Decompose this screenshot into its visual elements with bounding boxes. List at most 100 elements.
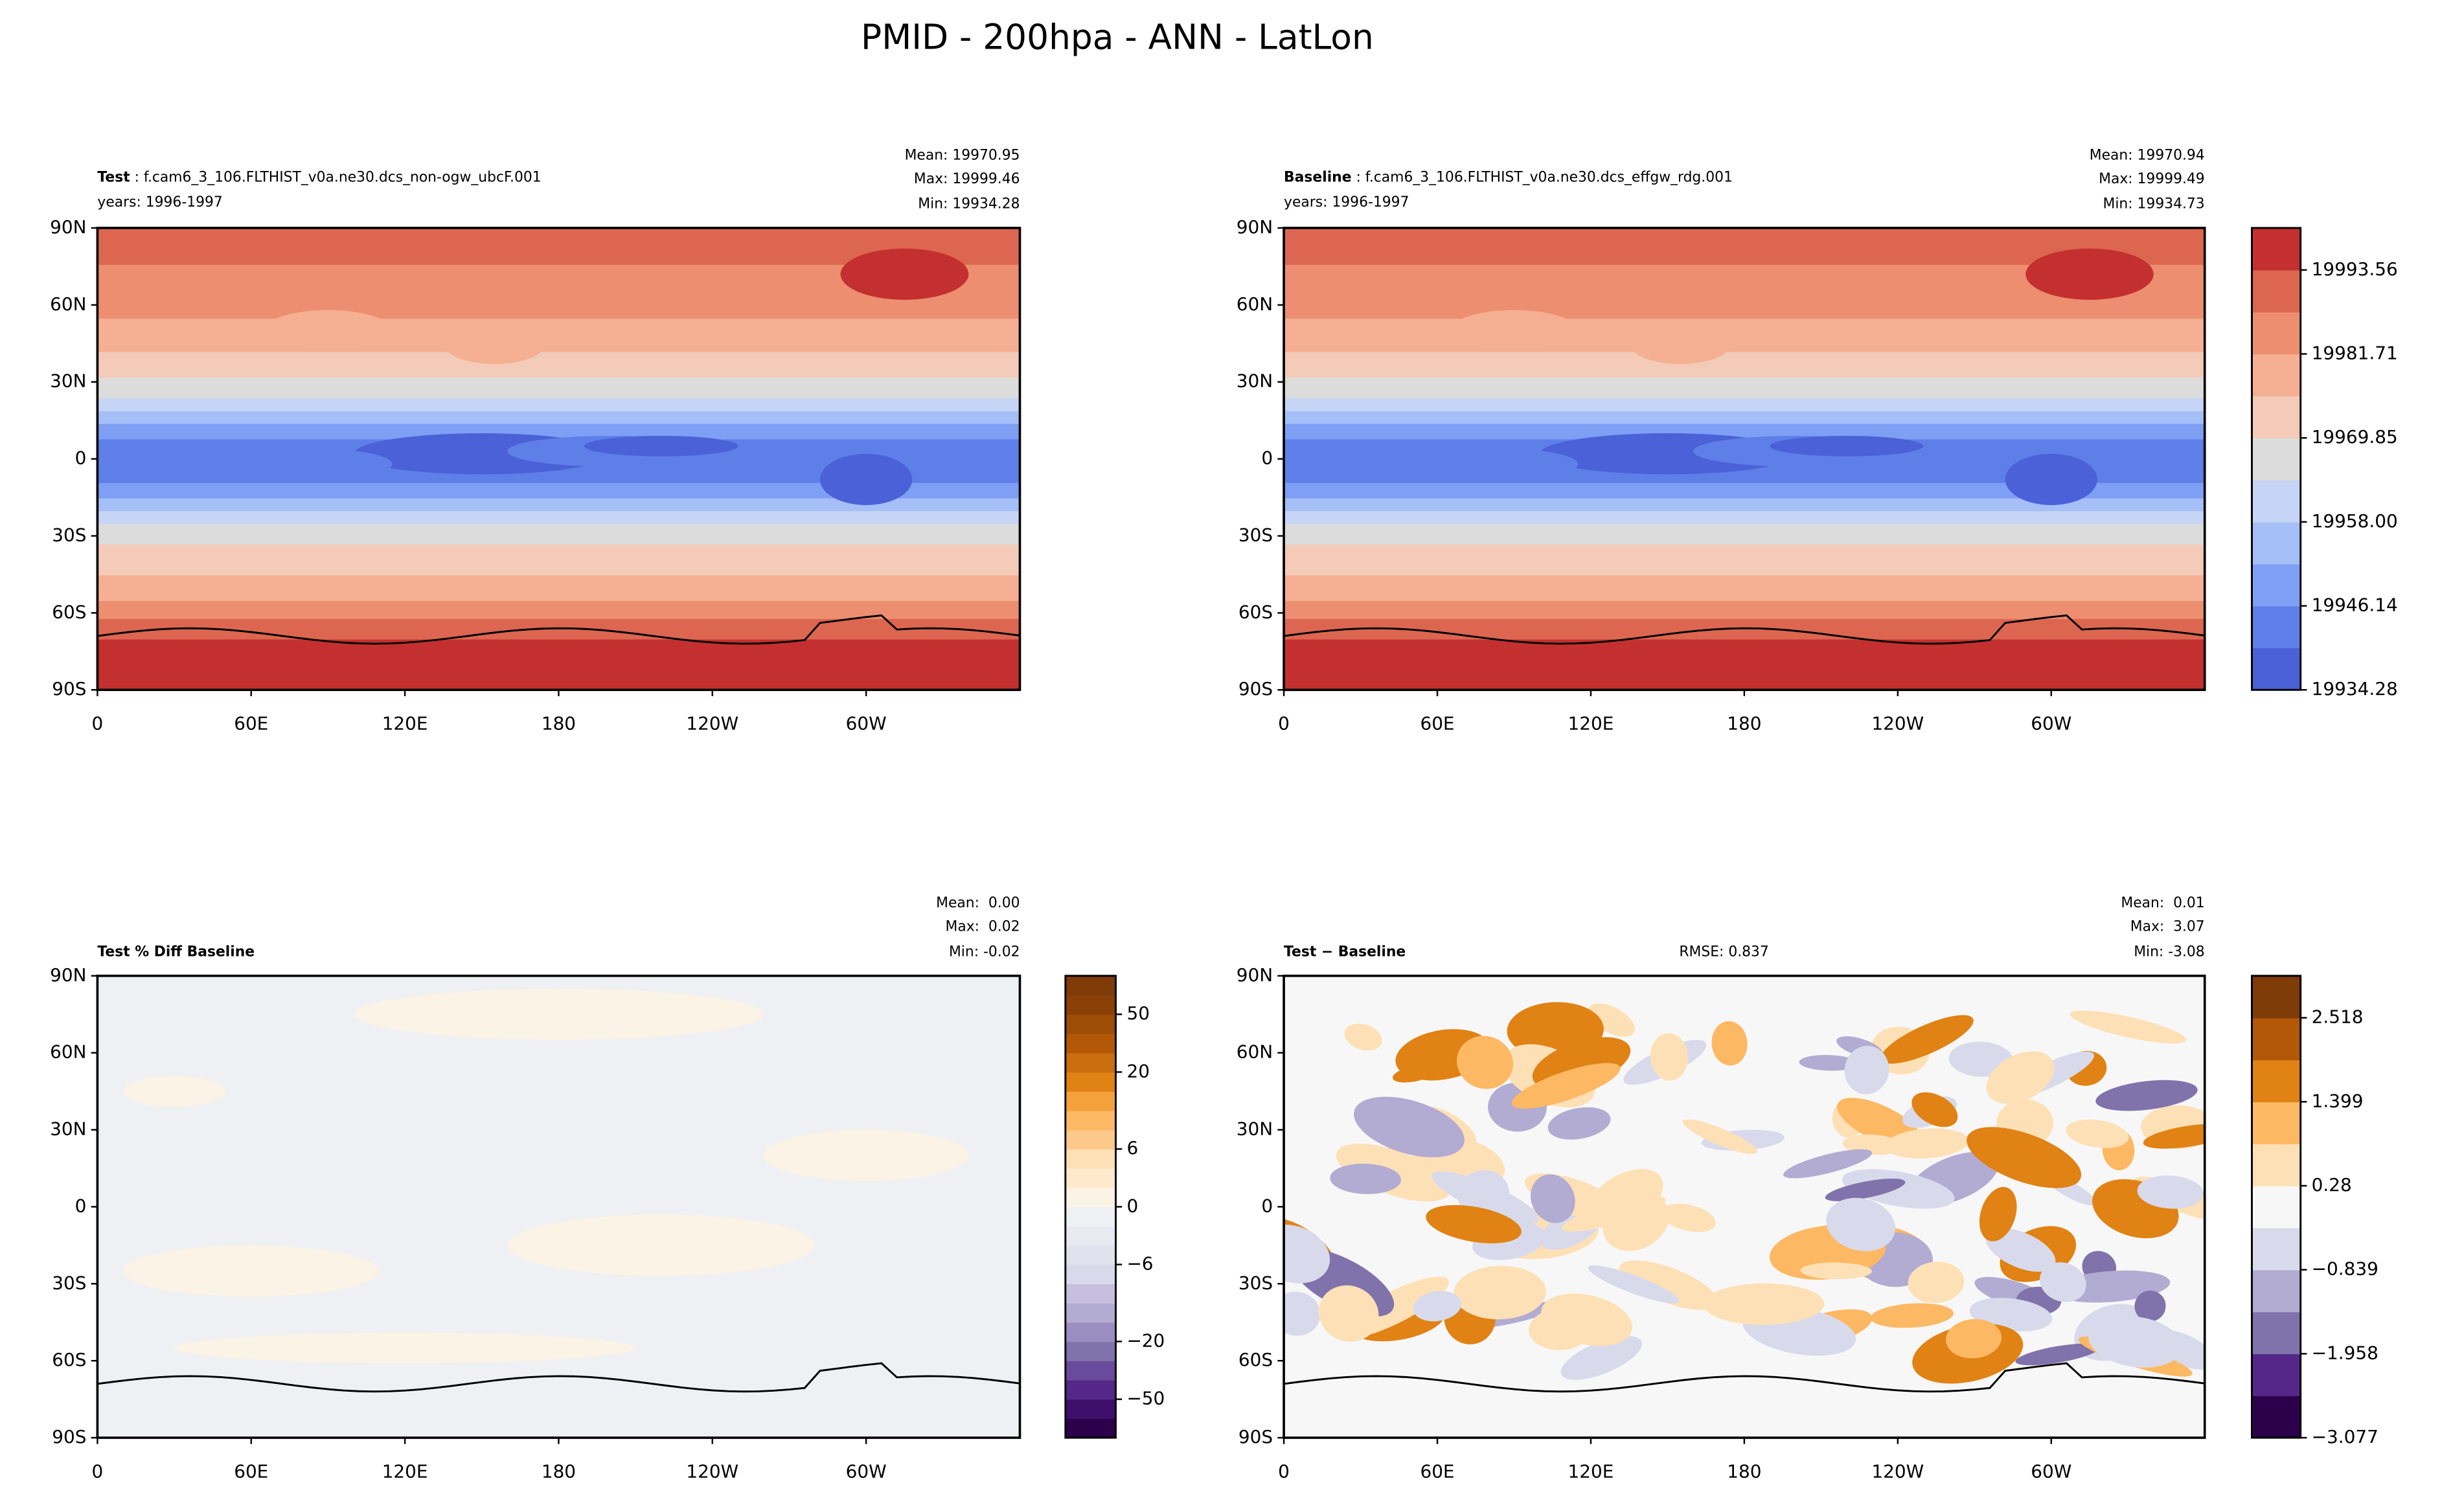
- contour-fill: [97, 323, 1020, 327]
- contour-fill: [1284, 317, 2205, 322]
- colorbar-band: [1065, 1399, 1116, 1420]
- contour-fill: [97, 576, 1020, 581]
- contour-fill: [97, 646, 1020, 650]
- colorbar-band: [2252, 1311, 2301, 1355]
- contour-fill: [1284, 425, 2205, 429]
- contour-fill: [97, 366, 1020, 370]
- contour-fill: [97, 687, 1020, 690]
- contour-fill: [1284, 564, 2205, 568]
- contour-fill: [1284, 253, 2205, 258]
- contour-fill: [1284, 271, 2205, 275]
- contour-fill: [1284, 232, 2205, 237]
- contour-fill: [97, 551, 1020, 555]
- contour-fill: [1800, 1262, 1872, 1280]
- contour-fill: [1870, 1303, 1954, 1328]
- colorbar-band: [1065, 1361, 1116, 1381]
- contour-fill: [97, 292, 1020, 296]
- contour-fill: [97, 469, 1020, 473]
- y-tick-label: 30S: [52, 1272, 86, 1293]
- y-tick-label: 60N: [50, 1041, 86, 1063]
- contour-fill: [97, 525, 1020, 530]
- colorbar-tick-label: 0.28: [2312, 1174, 2352, 1195]
- panel-label: Test : f.cam6_3_106.FLTHIST_v0a.ne30.dcs…: [97, 169, 541, 185]
- contour-fill: [1619, 1260, 1718, 1310]
- contour-fill: [1284, 679, 2205, 683]
- contour-fill: [97, 389, 1020, 394]
- figure-title: PMID - 200hpa - ANN - LatLon: [861, 17, 1374, 58]
- contour-fill: [97, 482, 1020, 486]
- contour-fill: [97, 284, 1020, 288]
- contour-fill: [2025, 248, 2154, 300]
- contour-fill: [1284, 669, 2205, 673]
- contour-fill: [97, 636, 1020, 640]
- contour-fill: [1284, 656, 2205, 661]
- coastline: [1284, 1362, 2205, 1393]
- contour-fill: [1284, 400, 2205, 403]
- contour-fill: [1284, 659, 2205, 663]
- contour-fill: [507, 1214, 816, 1276]
- contour-fill: [97, 569, 1020, 573]
- contour-fill: [1799, 1055, 1858, 1071]
- contour-fill: [1284, 567, 2205, 571]
- contour-fill: [97, 402, 1020, 406]
- contour-fill: [1284, 359, 2205, 363]
- panel-label: Baseline : f.cam6_3_106.FLTHIST_v0a.ne30…: [1284, 169, 1733, 185]
- contour-fill: [1284, 666, 2205, 671]
- contour-fill: [97, 631, 1020, 635]
- contour-fill: [238, 448, 393, 480]
- colorbar-band: [2252, 1059, 2301, 1103]
- contour-fill: [97, 277, 1020, 280]
- contour-fill: [1880, 1015, 1974, 1064]
- contour-fill: [97, 361, 1020, 365]
- colorbar-band: [2252, 648, 2301, 690]
- contour-fill: [1284, 343, 2205, 347]
- case-name: : f.cam6_3_106.FLTHIST_v0a.ne30.dcs_non-…: [130, 169, 542, 185]
- contour-fill: [1284, 269, 2205, 273]
- y-tick-label: 30S: [52, 524, 86, 545]
- map-field: [1284, 975, 2205, 1438]
- contour-fill: [97, 304, 1020, 309]
- contour-fill: [97, 328, 1020, 332]
- colorbar-band: [2252, 480, 2301, 523]
- colorbar-band: [1065, 1091, 1116, 1111]
- contour-fill: [1344, 1023, 1382, 1051]
- contour-fill: [1284, 520, 2205, 525]
- panel-label: Test − Baseline: [1284, 944, 1406, 960]
- contour-fill: [97, 628, 1020, 632]
- contour-fill: [97, 620, 1020, 624]
- contour-fill: [97, 338, 1020, 342]
- contour-fill: [97, 397, 1020, 401]
- contour-fill: [443, 323, 546, 365]
- x-tick-label: 120W: [686, 713, 738, 734]
- contour-fill: [1284, 638, 2205, 642]
- contour-fill: [1284, 312, 2205, 317]
- contour-fill: [97, 381, 1020, 386]
- contour-fill: [1284, 354, 2205, 357]
- contour-fill: [97, 400, 1020, 403]
- contour-fill: [1284, 685, 2205, 688]
- colorbar-tick-label: 19958.00: [2312, 510, 2398, 532]
- colorbar-tick-label: 20: [1126, 1060, 1149, 1082]
- colorbar-tick-label: 2.518: [2312, 1006, 2364, 1028]
- x-tick-label: 60W: [846, 713, 887, 734]
- contour-fill: [1703, 1283, 1825, 1325]
- colorbar-band: [1065, 1226, 1116, 1246]
- x-tick-label: 180: [542, 713, 576, 734]
- contour-fill: [1284, 297, 2205, 301]
- contour-fill: [1284, 648, 2205, 653]
- coastline: [97, 614, 1020, 645]
- contour-fill: [2015, 1343, 2101, 1366]
- contour-fill: [1284, 661, 2205, 666]
- contour-fill: [1284, 256, 2205, 260]
- contour-fill: [2040, 1262, 2086, 1302]
- contour-fill: [1284, 389, 2205, 394]
- contour-fill: [97, 368, 1020, 373]
- contour-fill: [1284, 613, 2205, 617]
- contour-fill: [97, 238, 1020, 242]
- contour-fill: [1284, 289, 2205, 293]
- contour-fill: [110, 448, 187, 480]
- colorbar-band: [1065, 1014, 1116, 1034]
- contour-fill: [1284, 245, 2205, 250]
- contour-fill: [1284, 302, 2205, 306]
